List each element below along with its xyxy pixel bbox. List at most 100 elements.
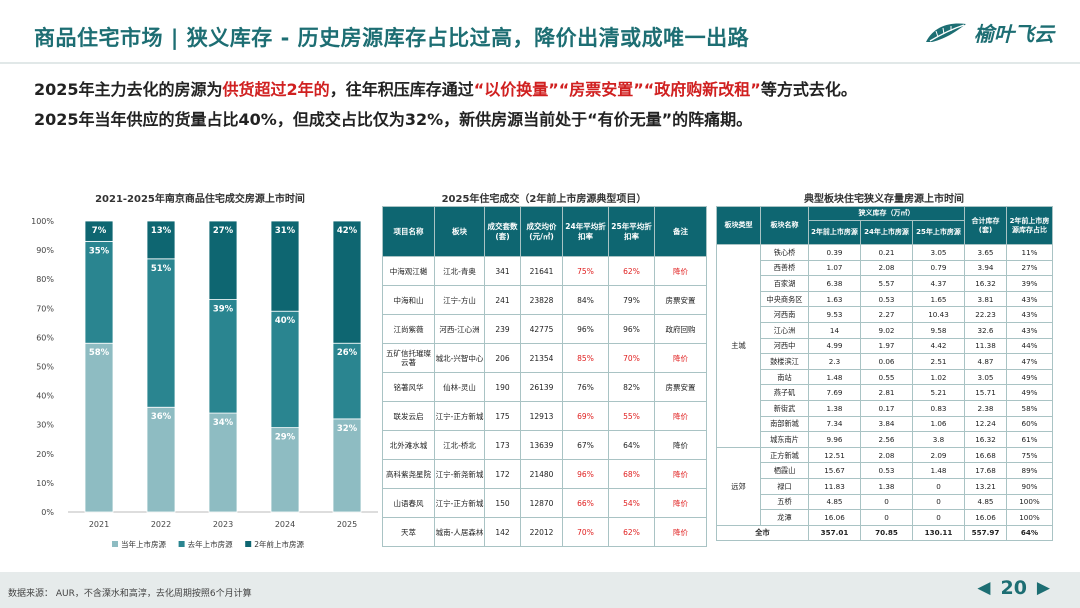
y-tick-label: 60%	[36, 333, 54, 342]
district-inventory-table: 板块类型 板块名称 狭义库存（万㎡） 合计库存(套) 2年前上市房源库存占比 2…	[716, 206, 1053, 542]
bar-segment	[84, 220, 114, 242]
table2-cell: 43%	[1006, 290, 1053, 308]
table2-cell: 1.48	[808, 368, 861, 386]
table1-cell: 70%	[608, 343, 655, 373]
table2-cell: 2.08	[860, 446, 913, 464]
table1-cell: 五矿信托璀璨云著	[382, 343, 435, 373]
table1-cell: 206	[484, 343, 521, 373]
table1-header-cell: 成交均价(元/㎡)	[520, 206, 563, 257]
table1-cell: 26139	[520, 372, 563, 402]
table2-cell: 12.51	[808, 446, 861, 464]
x-tick-label: 2022	[151, 520, 171, 529]
table1-row: 山语春风 江宁-正方新城 150 12870 66% 54% 降价	[382, 488, 707, 518]
bar-segment	[146, 406, 176, 513]
table1-cell: 江宁-正方新城	[434, 401, 485, 431]
table1-cell: 67%	[562, 430, 609, 460]
logo-text: 榆叶飞云	[974, 22, 1054, 46]
table1-cell: 江北-青奥	[434, 256, 485, 286]
table1-cell: 76%	[562, 372, 609, 402]
table2-total-cell: 64%	[1006, 524, 1053, 542]
table1-cell: 中海观江樾	[382, 256, 435, 286]
table2-cell: 正方新城	[760, 446, 809, 464]
table2-cell: 43%	[1006, 321, 1053, 339]
table1-header-cell: 项目名称	[382, 206, 435, 257]
table2-cell: 11.83	[808, 477, 861, 495]
table2-cell: 禄口	[760, 477, 809, 495]
table2-total-cell: 357.01	[808, 524, 861, 542]
triangle-right-icon[interactable]: ▶	[1036, 578, 1050, 598]
table2-cell: 3.8	[912, 431, 965, 448]
legend-label: 去年上市房源	[188, 539, 233, 549]
table1-cell: 85%	[562, 343, 609, 373]
table2-header-type: 板块类型	[716, 206, 761, 245]
table2-cell: 五桥	[760, 493, 809, 511]
table2-cell: 2.3	[808, 353, 861, 370]
leaf-icon	[926, 23, 966, 42]
table2-cell: 16.06	[808, 509, 861, 526]
table1-cell: 联发云启	[382, 401, 435, 431]
table2-header-row: 板块类型 板块名称 狭义库存（万㎡） 合计库存(套) 2年前上市房源库存占比	[716, 206, 1053, 245]
table2-cell: 河西中	[760, 337, 809, 355]
table2-cell: 1.02	[912, 368, 965, 386]
legend-swatch	[178, 541, 185, 547]
table2-cell: 11.38	[964, 337, 1007, 355]
table2-cell: 4.87	[964, 353, 1007, 370]
bar-value-label: 7%	[92, 226, 107, 236]
table2-cell: 58%	[1006, 399, 1053, 417]
table2-row: 鼓楼滨江 2.3 0.06 2.51 4.87 47%	[717, 353, 1053, 370]
table1-cell: 降价	[654, 430, 707, 460]
logo: 榆叶飞云	[924, 18, 1054, 47]
table2-cell: 14	[808, 321, 861, 339]
table2-cell: 15.67	[808, 462, 861, 479]
table2-row: 禄口 11.83 1.38 0 13.21 90%	[717, 477, 1053, 495]
table1-cell: 江宁-正方新城	[434, 488, 485, 518]
table2-type-cell: 主城	[716, 244, 761, 448]
table2-cell: 0	[912, 477, 965, 495]
bar-segment	[146, 220, 176, 260]
table2-cell: 2.56	[860, 431, 913, 448]
table1-row: 中海观江樾 江北-青奥 341 21641 75% 62% 降价	[382, 256, 707, 286]
y-tick-label: 50%	[36, 363, 54, 372]
table2-cell: 1.06	[912, 415, 965, 433]
table2-cell: 南部新城	[760, 415, 809, 433]
footer-bar: 数据来源： AUR，不含溧水和高淳，去化周期按照6个月计算 ◀ 20 ▶	[0, 572, 1080, 608]
table2-cell: 西善桥	[760, 259, 809, 277]
page-number: 20	[1000, 577, 1027, 599]
table1-cell: 173	[484, 430, 521, 460]
table1-cell: 12870	[520, 488, 563, 518]
y-tick-label: 10%	[36, 479, 54, 488]
table2-cell: 100%	[1006, 493, 1053, 511]
table2-header-c1: 2年前上市房源	[808, 220, 861, 245]
lead-line-1-highlight-2: “以价换量”“房票安置”“政府购新改租”	[473, 80, 761, 99]
table2-row: 南站 1.48 0.55 1.02 3.05 49%	[717, 368, 1053, 386]
bar-value-label: 51%	[151, 264, 172, 274]
table2-header-c3: 25年上市房源	[912, 220, 965, 245]
page-title: 商品住宅市场 | 狭义库存 - 历史房源库存占比过高，降价出清或成唯一出路	[34, 26, 750, 50]
x-tick-label: 2021	[89, 520, 109, 529]
table2-cell: 河西南	[760, 306, 809, 323]
table1-cell: 山语春风	[382, 488, 435, 518]
table2-cell: 2.38	[964, 399, 1007, 417]
table2-cell: 47%	[1006, 353, 1053, 370]
table2-cell: 0.06	[860, 353, 913, 370]
table2-cell: 6.38	[808, 275, 861, 292]
table2-cell: 栖霞山	[760, 462, 809, 479]
table2-cell: 9.02	[860, 321, 913, 339]
table1-row: 铭著风华 仙林-灵山 190 26139 76% 82% 房票安置	[382, 372, 707, 402]
triangle-left-icon[interactable]: ◀	[977, 578, 991, 598]
table1-header-cell: 25年平均折扣率	[608, 206, 655, 257]
table1-cell: 政府回购	[654, 314, 707, 344]
table2-row: 河西南 9.53 2.27 10.43 22.23 43%	[717, 306, 1053, 323]
table2-row: 西善桥 1.07 2.08 0.79 3.94 27%	[717, 259, 1053, 277]
table2-cell: 7.34	[808, 415, 861, 433]
table2-cell: 3.05	[912, 244, 965, 261]
table1-cell: 河西-江心洲	[434, 314, 485, 344]
lead-line-1-highlight-1: 供货超过2年的	[222, 80, 330, 99]
table1-cell: 82%	[608, 372, 655, 402]
table2-cell: 1.38	[808, 399, 861, 417]
table2-cell: 43%	[1006, 306, 1053, 323]
lead-line-2: 2025年当年供应的货量占比40%，但成交占比仅为32%，新供房源当前处于“有价…	[34, 110, 753, 129]
bar-value-label: 29%	[275, 433, 296, 443]
table1-cell: 降价	[654, 343, 707, 373]
table1-cell: 75%	[562, 256, 609, 286]
